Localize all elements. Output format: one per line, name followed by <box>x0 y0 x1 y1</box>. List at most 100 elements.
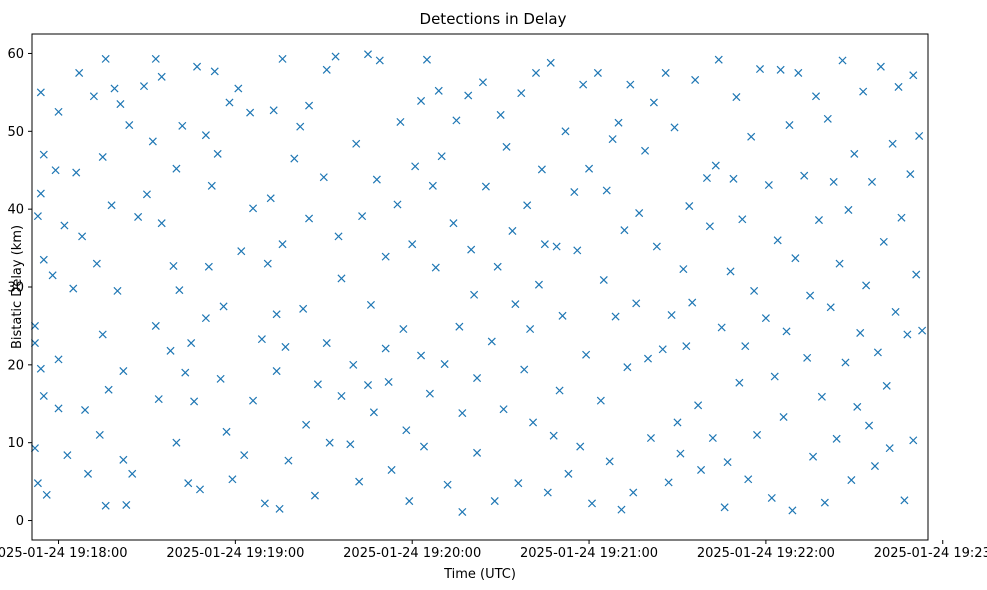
data-point <box>290 154 299 163</box>
data-point <box>735 378 744 387</box>
y-tick-label: 20 <box>7 358 24 373</box>
data-point <box>440 360 449 369</box>
data-point <box>540 240 549 249</box>
data-point <box>154 395 163 404</box>
data-point <box>36 88 45 97</box>
data-point <box>134 212 143 221</box>
data-point <box>425 389 434 398</box>
data-point <box>817 392 826 401</box>
data-point <box>178 121 187 130</box>
data-point <box>175 286 184 295</box>
data-point <box>396 117 405 126</box>
data-point <box>809 452 818 461</box>
data-point <box>266 194 275 203</box>
data-point <box>443 480 452 489</box>
points-layer <box>30 50 927 516</box>
data-point <box>269 106 278 115</box>
x-tick-label: 2025-01-24 19:21:00 <box>520 546 658 561</box>
data-point <box>473 448 482 457</box>
data-point <box>363 50 373 59</box>
data-point <box>54 107 63 116</box>
data-point <box>897 213 906 222</box>
y-axis-label: Bistatic Delay (km) <box>10 225 25 349</box>
data-point <box>278 240 287 249</box>
y-tick-label: 50 <box>7 125 24 140</box>
data-point <box>30 321 39 330</box>
data-point <box>667 311 676 320</box>
data-point <box>838 56 847 65</box>
data-point <box>770 372 779 381</box>
data-point <box>499 405 508 414</box>
data-point <box>526 325 535 334</box>
data-point <box>104 385 113 394</box>
data-point <box>664 478 673 487</box>
data-point <box>882 381 891 390</box>
data-point <box>36 364 45 373</box>
data-point <box>458 507 467 516</box>
data-point <box>865 421 874 430</box>
data-point <box>820 498 829 507</box>
data-point <box>511 300 520 309</box>
data-point <box>272 310 281 319</box>
data-point <box>54 355 63 364</box>
data-point <box>534 280 543 289</box>
data-point <box>39 255 48 264</box>
data-point <box>723 458 732 467</box>
data-point <box>629 488 638 497</box>
data-point <box>744 475 753 484</box>
data-point <box>859 87 868 96</box>
data-point <box>157 219 166 228</box>
data-point <box>128 469 137 478</box>
data-point <box>184 479 193 488</box>
data-point <box>201 131 210 140</box>
data-point <box>417 96 426 105</box>
data-point <box>844 205 853 214</box>
data-point <box>711 161 720 170</box>
data-point <box>673 418 682 427</box>
chart-title: Detections in Delay <box>420 10 567 28</box>
data-point <box>611 312 620 321</box>
data-point <box>405 497 414 506</box>
data-point <box>470 290 479 299</box>
data-point <box>508 226 517 235</box>
data-point <box>419 442 429 451</box>
data-point <box>151 321 160 330</box>
data-point <box>402 426 411 435</box>
data-point <box>313 380 322 389</box>
data-point <box>172 438 181 447</box>
data-point <box>570 188 579 197</box>
data-point <box>452 116 461 125</box>
data-point <box>393 200 402 209</box>
data-point <box>187 339 196 348</box>
data-point <box>384 377 393 386</box>
x-axis: 2025-01-24 19:18:00 2025-01-24 19:19:00 20… <box>0 540 987 561</box>
data-point <box>676 449 685 458</box>
data-point <box>502 142 511 151</box>
data-point <box>670 123 679 132</box>
data-point <box>428 181 437 190</box>
data-point <box>585 164 594 173</box>
data-point <box>552 242 561 251</box>
data-point <box>310 491 319 500</box>
data-point <box>228 475 237 484</box>
data-point <box>576 442 585 451</box>
data-point <box>682 342 691 351</box>
data-point <box>116 100 125 109</box>
data-point <box>679 265 688 274</box>
data-point <box>862 281 871 290</box>
data-point <box>234 84 243 93</box>
data-point <box>658 345 667 354</box>
data-point <box>272 367 281 376</box>
data-point <box>122 500 131 509</box>
data-point <box>372 175 381 184</box>
data-point <box>246 108 255 117</box>
data-point <box>873 348 882 357</box>
data-point <box>835 259 844 268</box>
data-point <box>626 80 635 89</box>
data-point <box>30 339 39 348</box>
data-point <box>33 479 42 488</box>
data-point <box>531 68 541 77</box>
data-point <box>788 506 797 515</box>
data-point <box>181 368 190 377</box>
data-point <box>278 54 287 63</box>
